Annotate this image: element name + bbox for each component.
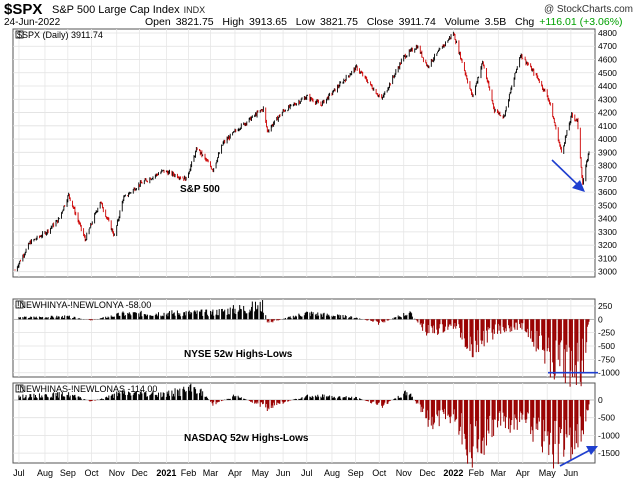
low-value: 3821.75 — [320, 16, 358, 28]
legend-swatch — [15, 384, 24, 393]
y-tick-label: 4200 — [598, 108, 617, 118]
y-tick-label: 4100 — [598, 121, 617, 131]
high-label: High — [222, 16, 245, 28]
y-tick-label: 3100 — [598, 253, 617, 263]
x-tick-label: May — [252, 468, 270, 478]
index-name: S&P 500 Large Cap Index INDX — [52, 4, 205, 16]
x-tick-label: Oct — [372, 468, 387, 478]
price-annotation: S&P 500 — [180, 184, 220, 195]
nyse-annotation: NYSE 52w Highs-Lows — [184, 349, 293, 360]
arrow-head — [572, 180, 585, 192]
open-label: Open — [145, 16, 171, 28]
y-tick-label: 4400 — [598, 81, 617, 91]
y-tick-label: 0 — [598, 395, 603, 405]
x-tick-label: Oct — [84, 468, 99, 478]
y-tick-label: -1500 — [598, 448, 620, 458]
legend-swatch — [15, 30, 24, 39]
x-tick-label: 2021 — [156, 468, 176, 478]
x-tick-label: Apr — [228, 468, 242, 478]
y-tick-label: 4700 — [598, 41, 617, 51]
volume-label: Volume — [444, 16, 480, 28]
y-tick-label: 4500 — [598, 68, 617, 78]
x-tick-label: Jun — [276, 468, 291, 478]
price-legend: $SPX (Daily) 3911.74 — [17, 30, 103, 40]
high-value: 3913.65 — [249, 16, 287, 28]
chg-label: Chg — [514, 16, 535, 28]
x-tick-label: Dec — [132, 468, 149, 478]
panel-frame-2 — [12, 298, 596, 378]
x-tick-label: Jun — [564, 468, 579, 478]
nasdaq-annotation: NASDAQ 52w Highs-Lows — [184, 433, 309, 444]
y-tick-label: -250 — [598, 328, 615, 338]
y-tick-label: -500 — [598, 413, 615, 423]
y-tick-label: 0 — [598, 314, 603, 324]
breadth-legend: !NEWHINAS-!NEWLONAS -114.00 — [17, 384, 157, 394]
x-tick-label: Jul — [301, 468, 313, 478]
open-value: 3821.75 — [175, 16, 214, 28]
y-tick-label: 3300 — [598, 227, 617, 237]
y-tick-label: 3400 — [598, 214, 617, 224]
y-tick-label: 4600 — [598, 55, 617, 65]
x-tick-label: Dec — [419, 468, 436, 478]
y-tick-label: -1000 — [598, 368, 620, 378]
volume-value: 3.5B — [484, 16, 507, 28]
y-tick-label: 3200 — [598, 240, 617, 250]
x-tick-label: Sep — [348, 468, 364, 478]
panel-frame-1 — [12, 28, 596, 278]
arrow-head — [586, 446, 598, 455]
x-tick-label: Jul — [13, 468, 25, 478]
x-tick-label: Nov — [109, 468, 126, 478]
x-tick-label: Mar — [491, 468, 507, 478]
y-tick-label: 4000 — [598, 134, 617, 144]
y-tick-label: 3800 — [598, 161, 617, 171]
y-tick-label: 4800 — [598, 28, 617, 38]
panel-frame-3 — [12, 382, 596, 464]
quote-date: 24-Jun-2022 — [4, 17, 61, 28]
x-tick-label: Aug — [324, 468, 340, 478]
exchange: INDX — [183, 5, 206, 15]
y-tick-label: 250 — [598, 301, 612, 311]
x-tick-label: Nov — [396, 468, 413, 478]
x-tick-label: Sep — [60, 468, 76, 478]
close-value: 3911.74 — [398, 16, 436, 28]
x-tick-label: Mar — [203, 468, 219, 478]
x-tick-label: 2022 — [443, 468, 463, 478]
annotation-arrow — [559, 448, 593, 467]
y-tick-label: 4300 — [598, 94, 617, 104]
x-tick-label: Feb — [181, 468, 197, 478]
x-tick-label: May — [539, 468, 557, 478]
symbol: $SPX — [4, 1, 43, 18]
breadth-legend: !NEWHINYA-!NEWLONYA -58.00 — [17, 300, 151, 310]
y-tick-label: 3900 — [598, 147, 617, 157]
close-label: Close — [366, 16, 394, 28]
y-tick-label: 3700 — [598, 174, 617, 184]
y-tick-label: 3500 — [598, 200, 617, 210]
y-tick-label: -500 — [598, 341, 615, 351]
chg-value: +116.01 (+3.06%) — [539, 16, 623, 28]
legend-swatch — [15, 300, 24, 309]
index-title: S&P 500 Large Cap Index — [52, 4, 180, 16]
y-tick-label: 3000 — [598, 267, 617, 277]
x-tick-label: Apr — [516, 468, 530, 478]
y-tick-label: -750 — [598, 354, 615, 364]
credit: @ StockCharts.com — [543, 4, 633, 15]
y-tick-label: -1000 — [598, 430, 620, 440]
ohlc-readout: Open 3821.75 High 3913.65 Low 3821.75 Close… — [145, 16, 623, 28]
annotation-arrow — [551, 159, 581, 188]
x-tick-label: Aug — [37, 468, 53, 478]
x-tick-label: Feb — [468, 468, 484, 478]
y-tick-label: 3600 — [598, 187, 617, 197]
low-label: Low — [295, 16, 316, 28]
